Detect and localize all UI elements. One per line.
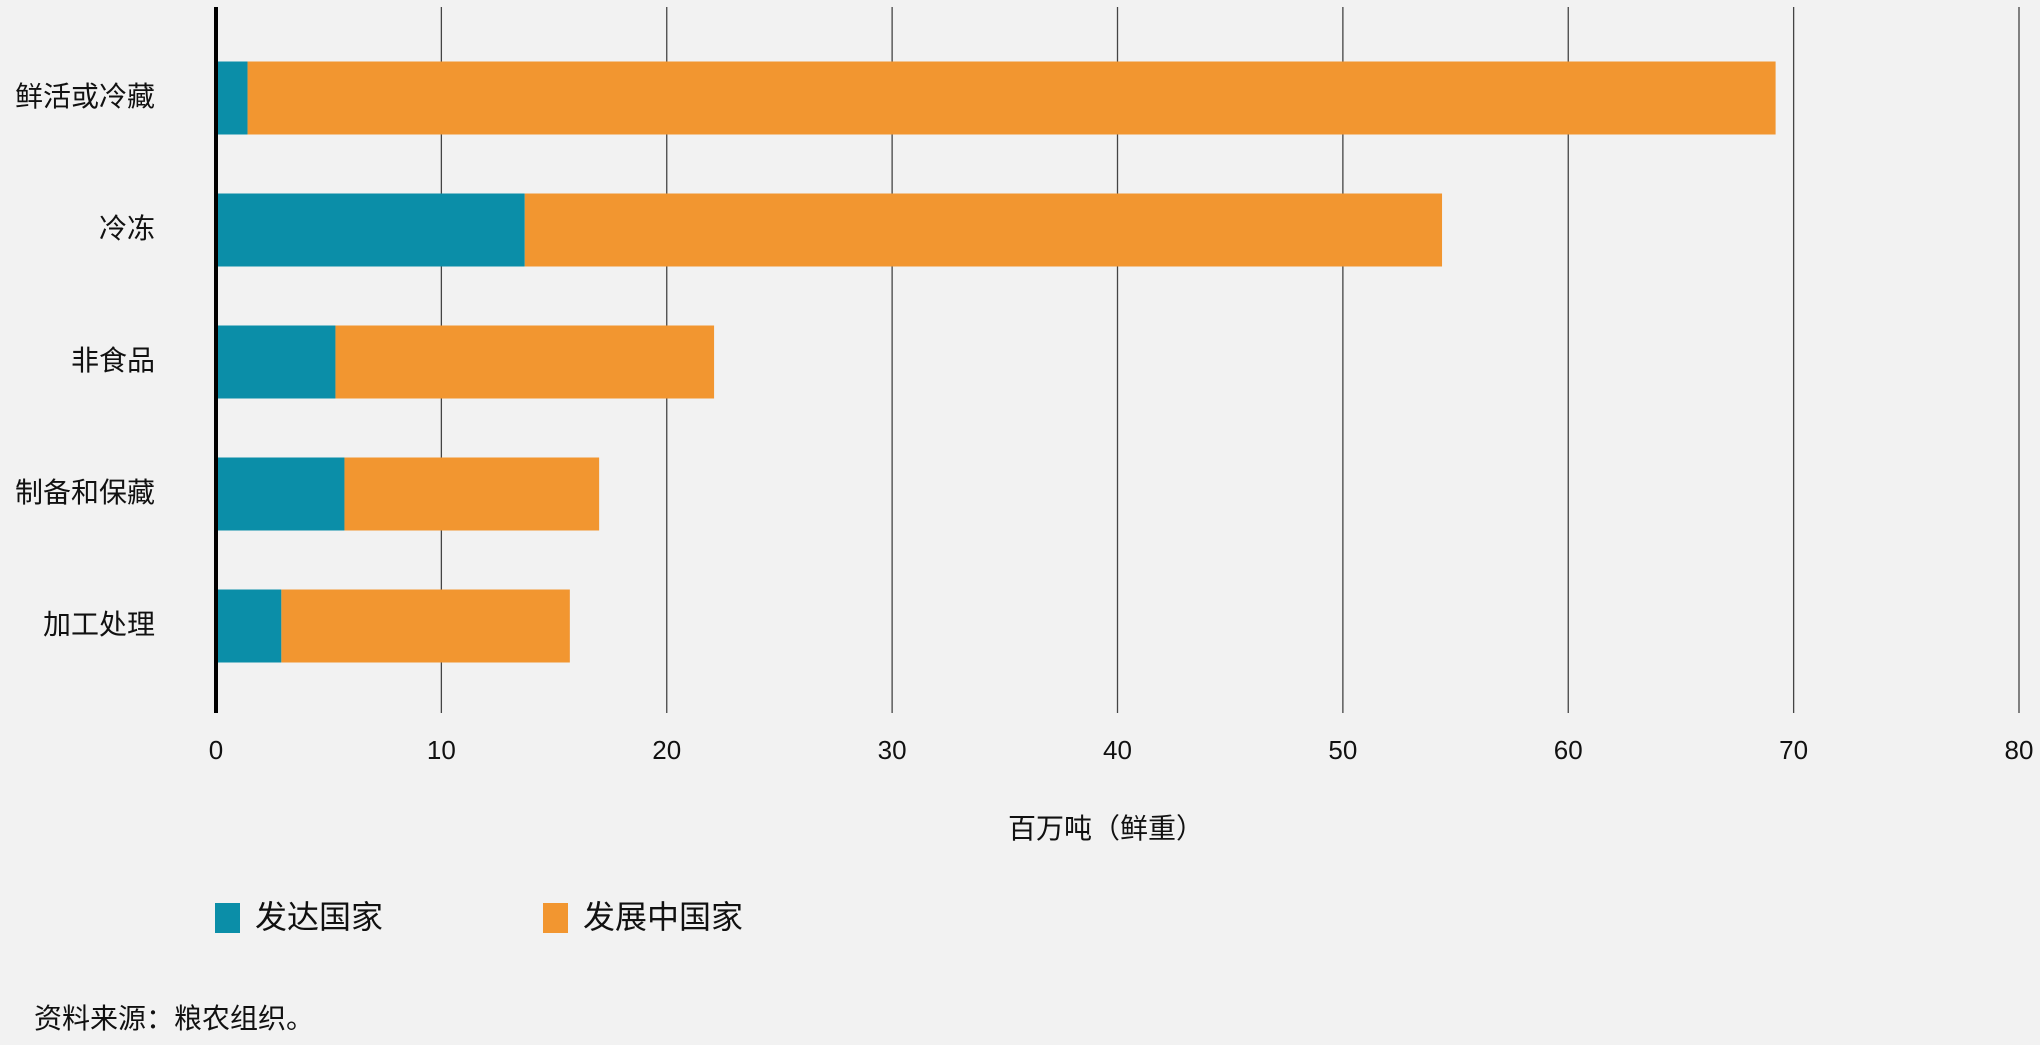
bar-segment: [344, 457, 600, 531]
bar-segment: [216, 325, 336, 399]
y-tick-label: 鲜活或冷藏: [15, 80, 155, 113]
x-tick-label: 40: [1103, 735, 1132, 765]
bar-segment: [335, 325, 715, 399]
x-tick-label: 70: [1779, 735, 1808, 765]
x-axis-title: 百万吨（鲜重）: [1008, 812, 1204, 845]
bar-segment: [247, 61, 1776, 135]
y-tick-label: 加工处理: [43, 608, 155, 641]
x-tick-label: 0: [209, 735, 223, 765]
bar-segment: [281, 589, 570, 663]
x-tick-label: 60: [1554, 735, 1583, 765]
bar-segment: [216, 457, 345, 531]
x-tick-label: 30: [878, 735, 907, 765]
y-tick-label: 非食品: [71, 344, 155, 377]
legend-label: 发达国家: [255, 898, 383, 936]
bar-segment: [216, 193, 525, 267]
bar-segment: [524, 193, 1443, 267]
x-tick-label: 10: [427, 735, 456, 765]
bar-segment: [216, 589, 282, 663]
legend-label: 发展中国家: [583, 898, 743, 936]
bar-segment: [216, 61, 248, 135]
y-tick-label: 制备和保藏: [15, 476, 155, 509]
legend-swatch: [215, 903, 240, 933]
y-tick-label: 冷冻: [99, 212, 155, 245]
source-note: 资料来源：粮农组织。: [34, 1002, 314, 1035]
legend-swatch: [543, 903, 568, 933]
x-tick-label: 80: [2005, 735, 2034, 765]
x-tick-label: 20: [652, 735, 681, 765]
x-tick-label: 50: [1328, 735, 1357, 765]
